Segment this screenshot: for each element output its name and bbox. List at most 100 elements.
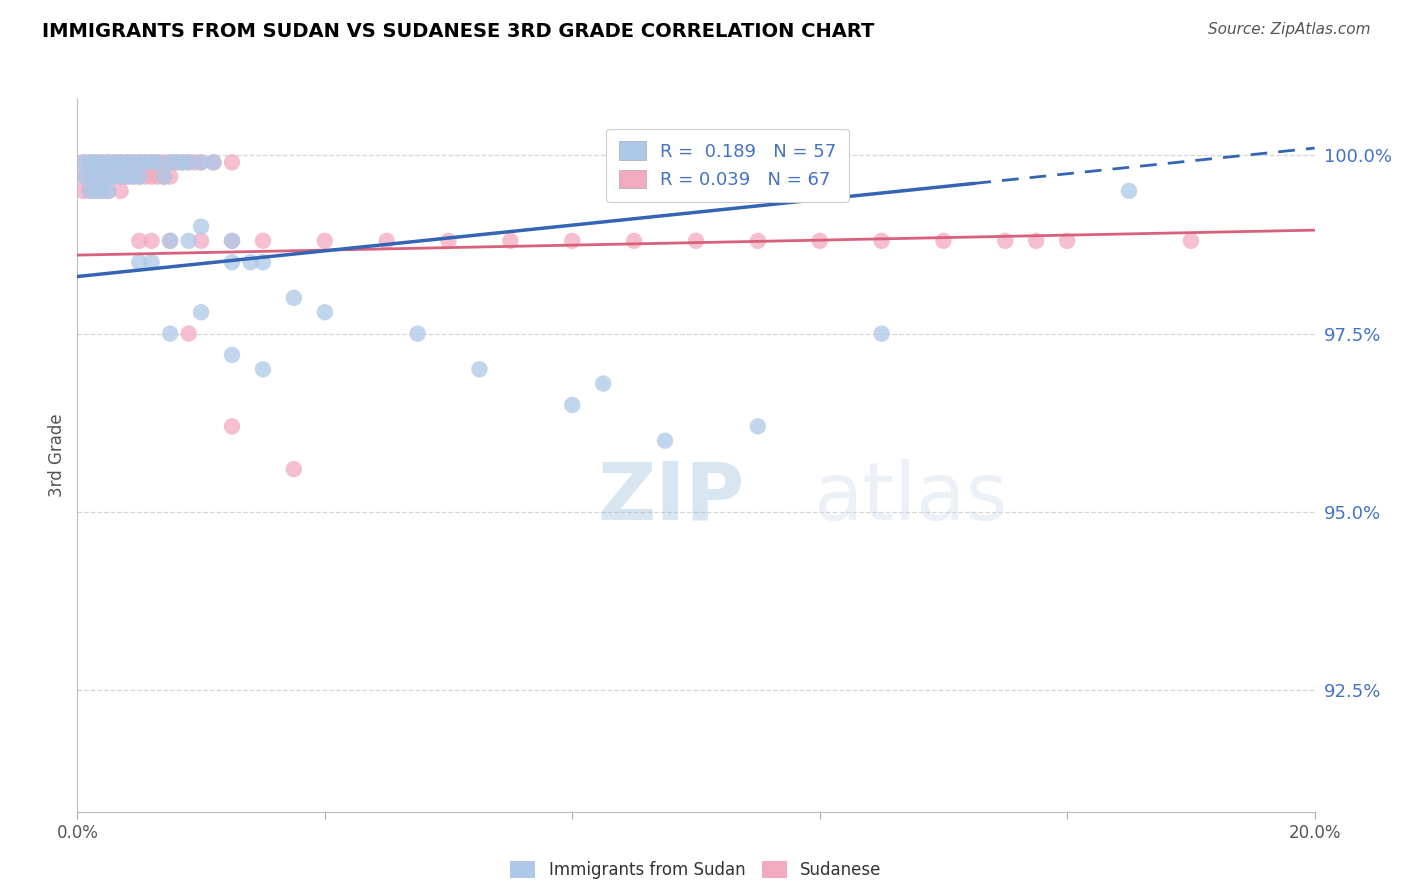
Point	[110, 169, 132, 184]
Point	[91, 169, 114, 184]
Point	[91, 184, 114, 198]
Point	[252, 255, 274, 269]
Point	[122, 169, 145, 184]
Point	[134, 169, 156, 184]
Point	[97, 155, 120, 169]
Point	[159, 169, 181, 184]
Point	[190, 234, 212, 248]
Point	[141, 155, 163, 169]
Point	[134, 155, 156, 169]
Point	[97, 169, 120, 184]
Text: Source: ZipAtlas.com: Source: ZipAtlas.com	[1208, 22, 1371, 37]
Point	[190, 305, 212, 319]
Point	[623, 234, 645, 248]
Point	[314, 305, 336, 319]
Point	[221, 234, 243, 248]
Point	[190, 219, 212, 234]
Point	[128, 169, 150, 184]
Point	[128, 169, 150, 184]
Point	[110, 184, 132, 198]
Point	[84, 155, 107, 169]
Point	[122, 155, 145, 169]
Point	[84, 169, 107, 184]
Point	[84, 169, 107, 184]
Point	[97, 184, 120, 198]
Point	[499, 234, 522, 248]
Point	[202, 155, 225, 169]
Point	[79, 184, 101, 198]
Point	[184, 155, 207, 169]
Point	[84, 184, 107, 198]
Point	[252, 362, 274, 376]
Point	[84, 155, 107, 169]
Point	[153, 169, 176, 184]
Point	[103, 155, 125, 169]
Point	[115, 155, 138, 169]
Text: IMMIGRANTS FROM SUDAN VS SUDANESE 3RD GRADE CORRELATION CHART: IMMIGRANTS FROM SUDAN VS SUDANESE 3RD GR…	[42, 22, 875, 41]
Point	[221, 348, 243, 362]
Point	[72, 184, 94, 198]
Point	[221, 155, 243, 169]
Point	[159, 155, 181, 169]
Point	[932, 234, 955, 248]
Point	[91, 184, 114, 198]
Point	[134, 155, 156, 169]
Point	[870, 326, 893, 341]
Point	[592, 376, 614, 391]
Point	[91, 155, 114, 169]
Point	[1118, 184, 1140, 198]
Point	[159, 326, 181, 341]
Point	[97, 169, 120, 184]
Point	[84, 184, 107, 198]
Point	[72, 169, 94, 184]
Point	[437, 234, 460, 248]
Point	[122, 155, 145, 169]
Point	[79, 184, 101, 198]
Point	[103, 169, 125, 184]
Point	[110, 155, 132, 169]
Legend: Immigrants from Sudan, Sudanese: Immigrants from Sudan, Sudanese	[503, 854, 889, 886]
Point	[91, 155, 114, 169]
Point	[177, 155, 200, 169]
Point	[141, 255, 163, 269]
Point	[406, 326, 429, 341]
Point	[79, 155, 101, 169]
Point	[375, 234, 398, 248]
Point	[561, 398, 583, 412]
Point	[97, 184, 120, 198]
Point	[128, 155, 150, 169]
Point	[221, 419, 243, 434]
Point	[190, 155, 212, 169]
Point	[177, 155, 200, 169]
Point	[1025, 234, 1047, 248]
Point	[128, 234, 150, 248]
Point	[153, 169, 176, 184]
Point	[79, 169, 101, 184]
Point	[283, 462, 305, 476]
Point	[177, 234, 200, 248]
Point	[177, 326, 200, 341]
Point	[221, 234, 243, 248]
Point	[79, 169, 101, 184]
Point	[685, 234, 707, 248]
Point	[103, 169, 125, 184]
Point	[172, 155, 194, 169]
Text: atlas: atlas	[814, 458, 1008, 537]
Point	[128, 255, 150, 269]
Text: ZIP: ZIP	[598, 458, 744, 537]
Point	[190, 155, 212, 169]
Point	[159, 234, 181, 248]
Point	[115, 169, 138, 184]
Point	[72, 155, 94, 169]
Point	[283, 291, 305, 305]
Y-axis label: 3rd Grade: 3rd Grade	[48, 413, 66, 497]
Point	[314, 234, 336, 248]
Point	[468, 362, 491, 376]
Point	[103, 155, 125, 169]
Point	[808, 234, 831, 248]
Point	[153, 155, 176, 169]
Point	[72, 155, 94, 169]
Point	[747, 234, 769, 248]
Point	[172, 155, 194, 169]
Point	[146, 169, 169, 184]
